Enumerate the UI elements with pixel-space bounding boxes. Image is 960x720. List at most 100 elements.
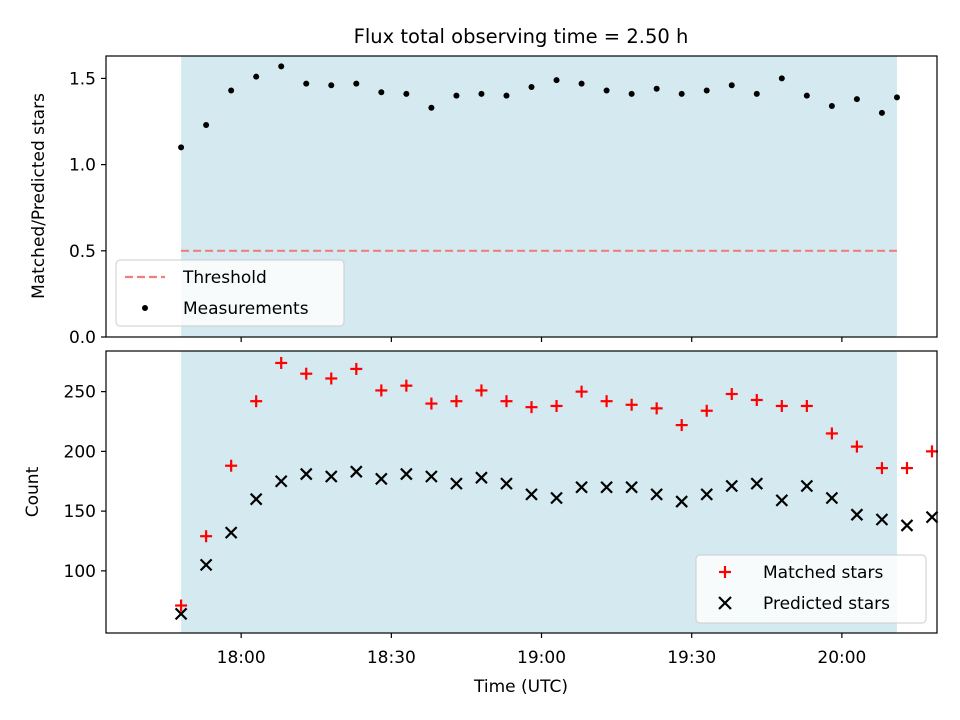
bottom-legend: Matched stars Predicted stars	[695, 554, 927, 624]
matched-stars-point	[850, 440, 863, 453]
matched-stars-point	[925, 445, 938, 458]
top-y-axis: 0.0 0.5 1.0 1.5	[69, 69, 106, 348]
matched-stars-point	[300, 367, 313, 380]
matched-stars-point	[325, 372, 338, 385]
matched-stars-point	[550, 399, 563, 412]
bottom-y-axis-label: Count	[23, 466, 43, 517]
x-tick-label: 19:30	[667, 648, 716, 668]
measurement-point	[203, 121, 210, 128]
measurement-point	[753, 90, 760, 97]
measurement-point	[728, 82, 735, 89]
matched-stars-point	[675, 419, 688, 432]
measurement-point	[878, 109, 885, 116]
measurement-point	[603, 87, 610, 94]
measurement-point	[228, 87, 235, 94]
matched-stars-point	[425, 397, 438, 410]
measurement-point	[478, 90, 485, 97]
matched-stars-point	[350, 362, 363, 375]
matched-stars-point	[625, 398, 638, 411]
x-tick-label: 18:00	[217, 648, 266, 668]
y-tick-label: 100	[64, 562, 96, 582]
legend-predicted-label: Predicted stars	[763, 594, 890, 614]
legend-matched-label: Matched stars	[763, 563, 883, 583]
predicted-stars-point	[199, 558, 213, 572]
measurement-point	[303, 80, 310, 87]
predicted-stars-point	[249, 492, 263, 506]
x-axis-label: Time (UTC)	[473, 677, 568, 697]
top-x-ticks	[240, 337, 843, 342]
measurement-point	[528, 84, 535, 91]
legend-measurements-label: Measurements	[183, 299, 309, 319]
measurement-point	[703, 87, 710, 94]
measurement-point	[553, 77, 560, 84]
x-tick-label: 18:30	[367, 648, 416, 668]
x-tick-label: 20:00	[817, 648, 866, 668]
predicted-stars-point	[274, 474, 288, 488]
y-tick-label: 150	[64, 502, 96, 522]
top-panel: 0.0 0.5 1.0 1.5 Matched/Predicted stars Thr…	[29, 55, 938, 348]
predicted-stars-point	[825, 491, 839, 505]
predicted-stars-point	[800, 479, 814, 493]
measurement-point	[778, 75, 785, 82]
predicted-stars-point	[324, 470, 338, 483]
predicted-stars-point	[625, 480, 638, 494]
chart-title: Flux total observing time = 2.50 h	[354, 25, 689, 48]
measurement-point	[178, 144, 185, 151]
top-legend-box	[115, 259, 345, 327]
predicted-stars-point	[525, 488, 538, 501]
top-y-axis-label: Matched/Predicted stars	[29, 93, 49, 299]
y-tick-label: 0.0	[69, 328, 96, 348]
matched-stars-point	[375, 384, 388, 397]
measurement-point	[453, 92, 460, 99]
predicted-stars-point	[450, 477, 463, 490]
matched-stars-point	[225, 459, 238, 472]
measurement-point	[853, 96, 860, 103]
measurement-point	[653, 85, 660, 92]
predicted-stars-point	[900, 519, 914, 532]
measurement-point	[378, 89, 385, 96]
top-legend: Threshold Measurements	[115, 259, 345, 327]
predicted-stars-point	[775, 494, 789, 507]
y-tick-label: 250	[64, 383, 96, 403]
matched-stars-point	[250, 395, 263, 408]
bottom-plot-frame	[105, 350, 938, 634]
predicted-stars-point	[925, 510, 939, 524]
measurements-series	[178, 63, 900, 151]
measurement-point	[503, 92, 510, 99]
predicted-stars-point	[675, 495, 688, 508]
measurement-point	[578, 80, 585, 87]
predicted-stars-point	[750, 477, 764, 490]
matched-stars-point	[725, 388, 738, 401]
predicted-stars-point	[650, 488, 663, 501]
matched-stars-point	[775, 399, 788, 412]
measurement-point	[628, 90, 635, 97]
legend-measurements-swatch	[142, 305, 148, 311]
y-tick-label: 0.5	[69, 242, 96, 262]
x-tick-label: 19:00	[517, 648, 566, 668]
legend-matched-swatch	[719, 566, 731, 578]
matched-stars-point	[400, 379, 413, 392]
bottom-x-axis: 18:00 18:30 19:00 19:30 20:00	[217, 633, 866, 668]
measurement-point	[828, 102, 835, 109]
measurement-point	[253, 73, 260, 80]
matched-stars-series	[175, 356, 938, 612]
matched-stars-point	[200, 530, 213, 543]
bottom-panel: 100 150 200 250 18:00 18:30 19:00 19:30 20:00 C…	[23, 350, 939, 697]
predicted-stars-point	[850, 508, 864, 521]
predicted-stars-point	[875, 513, 889, 526]
matched-stars-point	[525, 401, 538, 414]
predicted-stars-point	[475, 471, 488, 484]
predicted-stars-point	[425, 470, 438, 483]
predicted-stars-point	[700, 488, 714, 501]
measurement-point	[403, 90, 410, 97]
matched-stars-point	[275, 356, 288, 369]
matched-stars-point	[750, 393, 763, 406]
predicted-stars-point	[575, 480, 588, 494]
measurement-point	[803, 92, 810, 99]
predicted-stars-point	[375, 472, 388, 486]
matched-stars-point	[650, 402, 663, 415]
bottom-legend-box	[695, 554, 927, 624]
matched-stars-point	[500, 395, 513, 408]
measurement-point	[278, 63, 285, 70]
